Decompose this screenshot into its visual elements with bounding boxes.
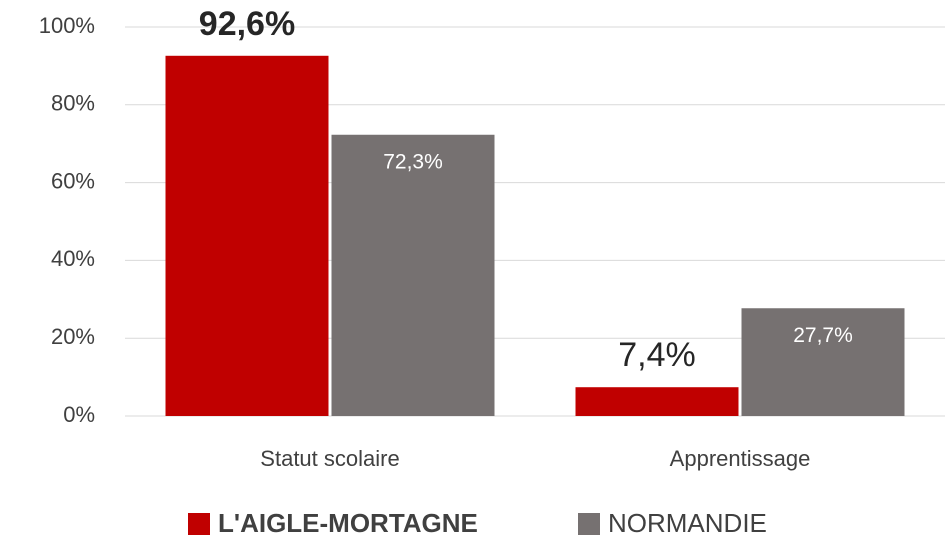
legend-label: NORMANDIE [608, 508, 767, 538]
data-label: 27,7% [793, 324, 853, 347]
data-label: 7,4% [618, 336, 696, 374]
x-tick-label: Apprentissage [670, 446, 811, 471]
legend-swatch [578, 513, 600, 535]
legend-swatch [188, 513, 210, 535]
x-tick-label: Statut scolaire [260, 446, 399, 471]
bar [575, 387, 739, 416]
bar [331, 134, 495, 417]
y-tick-label: 60% [51, 168, 95, 193]
y-tick-label: 100% [39, 13, 95, 38]
legend-label: L'AIGLE-MORTAGNE [218, 508, 478, 538]
bar [165, 55, 329, 416]
y-tick-label: 0% [63, 402, 95, 427]
data-label: 72,3% [383, 150, 443, 173]
bar [741, 308, 905, 416]
y-tick-label: 20% [51, 324, 95, 349]
data-label: 92,6% [199, 5, 295, 43]
y-tick-label: 80% [51, 91, 95, 116]
y-tick-label: 40% [51, 246, 95, 271]
